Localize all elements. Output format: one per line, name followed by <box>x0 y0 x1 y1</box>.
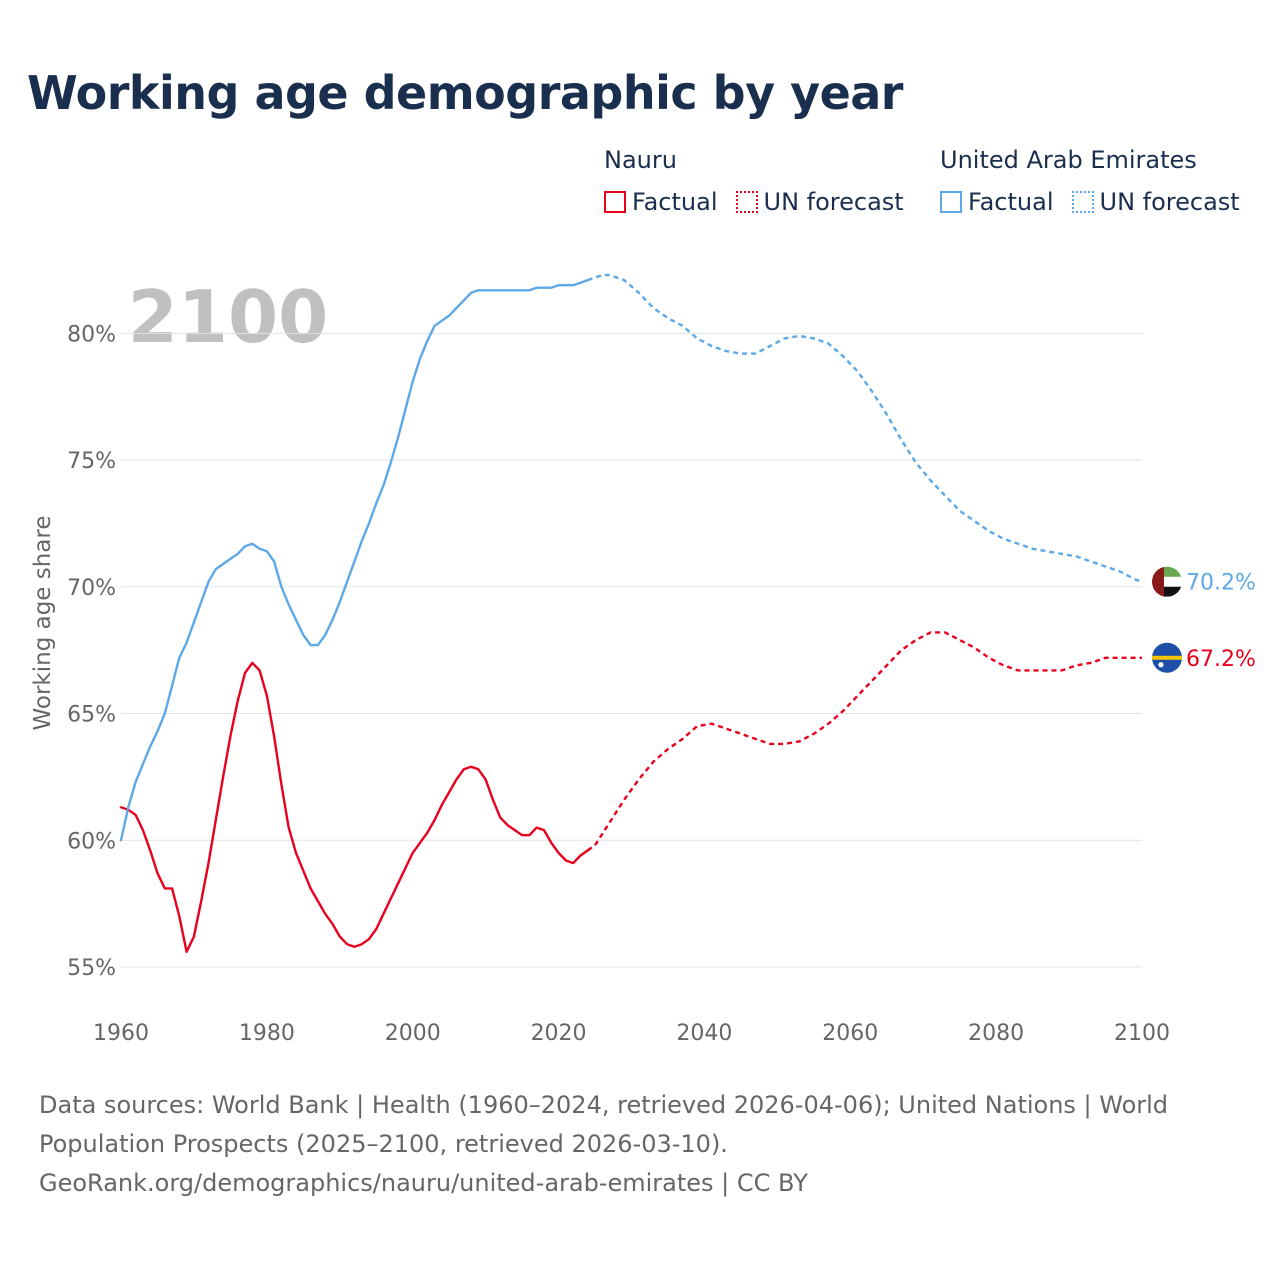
chart-title: Working age demographic by year <box>27 66 904 120</box>
legend-country-name: Nauru <box>604 146 677 174</box>
legend-item-factual[interactable]: Factual <box>604 188 718 216</box>
legend-label-factual: Factual <box>632 188 718 216</box>
legend-swatch-forecast <box>735 191 758 213</box>
series-line-united-arab-emirates-factual <box>119 278 589 842</box>
legend-swatch-factual <box>940 191 962 213</box>
x-tick-label: 2020 <box>531 1021 587 1046</box>
y-tick-label: 60% <box>67 829 116 854</box>
footer: Data sources: World Bank | Health (1960–… <box>39 1086 1239 1203</box>
y-tick-label: 65% <box>67 703 116 728</box>
x-tick-label: 2080 <box>968 1021 1024 1046</box>
legend-item-factual[interactable]: Factual <box>940 188 1054 216</box>
x-tick-label: 2040 <box>676 1021 732 1046</box>
series-layer <box>119 273 1143 953</box>
legend-country-name: United Arab Emirates <box>940 146 1197 174</box>
y-axis-label: Working age share <box>30 515 56 730</box>
y-tick-label: 70% <box>67 576 116 601</box>
x-tick-label: 2000 <box>385 1021 441 1046</box>
x-tick-label: 1960 <box>93 1021 149 1046</box>
end-value-label: 70.2% <box>1186 571 1256 596</box>
end-value-label: 67.2% <box>1186 647 1256 672</box>
footer-line-3: GeoRank.org/demographics/nauru/united-ar… <box>39 1169 808 1197</box>
y-tick-label: 75% <box>67 449 116 474</box>
y-tick-label: 80% <box>67 322 116 347</box>
year-overlay: 2100 <box>128 275 328 359</box>
x-tick-label: 1980 <box>239 1021 295 1046</box>
legend-swatch-forecast <box>1071 191 1094 213</box>
flag-uae-icon <box>1152 566 1182 597</box>
flag-nauru-icon <box>1152 642 1182 673</box>
footer-line-1: Data sources: World Bank | Health (1960–… <box>39 1091 1169 1119</box>
grid-layer <box>121 332 1142 968</box>
legend-item-forecast[interactable]: UN forecast <box>735 188 904 216</box>
legend-group-nauru: Nauru Factual UN forecast <box>604 146 922 216</box>
legend-label-factual: Factual <box>968 188 1054 216</box>
line-chart: 2100 55% 60% 65% 70% 75% 80% 1960 1980 2000 2020 2… <box>30 273 1256 1046</box>
series-line-nauru-forecast <box>587 631 1142 852</box>
marker-layer: 67.2% 70.2% <box>1152 566 1256 673</box>
legend-item-forecast[interactable]: UN forecast <box>1071 188 1240 216</box>
x-tick-label: 2100 <box>1114 1021 1170 1046</box>
footer-line-2: Population Prospects (2025–2100, retriev… <box>39 1130 728 1158</box>
series-line-nauru-factual <box>119 661 589 953</box>
legend-label-forecast: UN forecast <box>763 188 904 216</box>
axis-layer: 55% 60% 65% 70% 75% 80% 1960 1980 2000 2020 2040 20… <box>67 322 1170 1046</box>
legend-label-forecast: UN forecast <box>1099 188 1240 216</box>
series-line-united-arab-emirates-forecast <box>587 273 1143 583</box>
y-tick-label: 55% <box>67 956 116 981</box>
x-tick-label: 2060 <box>822 1021 878 1046</box>
legend-swatch-factual <box>604 191 626 213</box>
legend-group-uae: United Arab Emirates Factual UN forecast <box>940 146 1258 216</box>
